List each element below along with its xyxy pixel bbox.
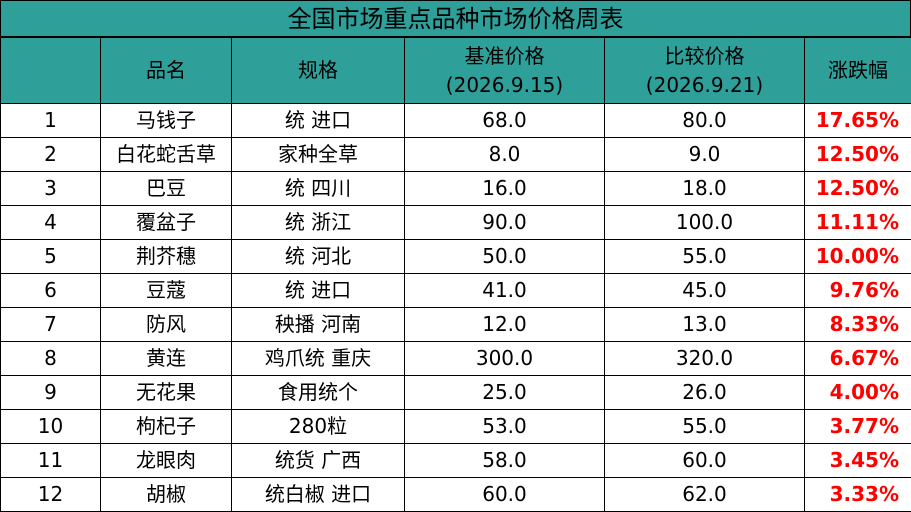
header-spec: 规格	[232, 38, 405, 104]
cell-spec: 家种全草	[232, 138, 405, 172]
cell-compare-price: 80.0	[605, 104, 805, 138]
cell-compare-price: 26.0	[605, 376, 805, 410]
cell-change: 8.33%	[805, 308, 911, 342]
cell-change: 10.00%	[805, 240, 911, 274]
cell-base-price: 25.0	[405, 376, 605, 410]
cell-change: 17.65%	[805, 104, 911, 138]
cell-change: 3.77%	[805, 410, 911, 444]
cell-spec: 统白椒 进口	[232, 478, 405, 512]
cell-compare-price: 18.0	[605, 172, 805, 206]
cell-index: 6	[1, 274, 101, 308]
cell-change: 11.11%	[805, 206, 911, 240]
cell-change: 12.50%	[805, 138, 911, 172]
header-base-price-label: 基准价格	[405, 42, 604, 71]
cell-base-price: 58.0	[405, 444, 605, 478]
cell-spec: 秧播 河南	[232, 308, 405, 342]
price-table: 品名 规格 基准价格 (2026.9.15) 比较价格 (2026.9.21) …	[0, 37, 911, 512]
cell-base-price: 16.0	[405, 172, 605, 206]
cell-name: 龙眼肉	[101, 444, 232, 478]
cell-spec: 统 浙江	[232, 206, 405, 240]
cell-index: 8	[1, 342, 101, 376]
cell-change: 3.33%	[805, 478, 911, 512]
cell-base-price: 12.0	[405, 308, 605, 342]
cell-name: 马钱子	[101, 104, 232, 138]
cell-compare-price: 13.0	[605, 308, 805, 342]
cell-base-price: 53.0	[405, 410, 605, 444]
cell-base-price: 50.0	[405, 240, 605, 274]
header-change: 涨跌幅	[805, 38, 911, 104]
table-title: 全国市场重点品种市场价格周表	[0, 0, 911, 37]
cell-index: 9	[1, 376, 101, 410]
cell-spec: 统货 广西	[232, 444, 405, 478]
cell-name: 枸杞子	[101, 410, 232, 444]
cell-change: 4.00%	[805, 376, 911, 410]
cell-index: 1	[1, 104, 101, 138]
cell-spec: 统 四川	[232, 172, 405, 206]
cell-spec: 食用统个	[232, 376, 405, 410]
cell-index: 10	[1, 410, 101, 444]
cell-name: 无花果	[101, 376, 232, 410]
cell-base-price: 90.0	[405, 206, 605, 240]
cell-compare-price: 45.0	[605, 274, 805, 308]
cell-spec: 鸡爪统 重庆	[232, 342, 405, 376]
cell-base-price: 60.0	[405, 478, 605, 512]
cell-name: 巴豆	[101, 172, 232, 206]
header-index	[1, 38, 101, 104]
cell-change: 3.45%	[805, 444, 911, 478]
cell-spec: 280粒	[232, 410, 405, 444]
header-name: 品名	[101, 38, 232, 104]
cell-name: 防风	[101, 308, 232, 342]
header-row: 品名 规格 基准价格 (2026.9.15) 比较价格 (2026.9.21) …	[1, 38, 911, 104]
cell-base-price: 68.0	[405, 104, 605, 138]
cell-index: 3	[1, 172, 101, 206]
cell-compare-price: 55.0	[605, 410, 805, 444]
cell-spec: 统 河北	[232, 240, 405, 274]
cell-name: 黄连	[101, 342, 232, 376]
header-base-date: (2026.9.15)	[405, 71, 604, 100]
cell-spec: 统 进口	[232, 104, 405, 138]
cell-name: 白花蛇舌草	[101, 138, 232, 172]
cell-change: 12.50%	[805, 172, 911, 206]
cell-compare-price: 62.0	[605, 478, 805, 512]
cell-name: 胡椒	[101, 478, 232, 512]
cell-index: 4	[1, 206, 101, 240]
cell-spec: 统 进口	[232, 274, 405, 308]
cell-compare-price: 100.0	[605, 206, 805, 240]
cell-base-price: 300.0	[405, 342, 605, 376]
cell-index: 2	[1, 138, 101, 172]
cell-name: 覆盆子	[101, 206, 232, 240]
cell-index: 11	[1, 444, 101, 478]
cell-index: 5	[1, 240, 101, 274]
header-compare-price-label: 比较价格	[605, 42, 804, 71]
cell-compare-price: 55.0	[605, 240, 805, 274]
header-compare-date: (2026.9.21)	[605, 71, 804, 100]
cell-index: 7	[1, 308, 101, 342]
header-compare-price: 比较价格 (2026.9.21)	[605, 38, 805, 104]
cell-compare-price: 9.0	[605, 138, 805, 172]
cell-compare-price: 320.0	[605, 342, 805, 376]
cell-base-price: 8.0	[405, 138, 605, 172]
cell-name: 豆蔻	[101, 274, 232, 308]
cell-change: 6.67%	[805, 342, 911, 376]
cell-base-price: 41.0	[405, 274, 605, 308]
cell-name: 荆芥穗	[101, 240, 232, 274]
cell-change: 9.76%	[805, 274, 911, 308]
cell-index: 12	[1, 478, 101, 512]
header-base-price: 基准价格 (2026.9.15)	[405, 38, 605, 104]
cell-compare-price: 60.0	[605, 444, 805, 478]
